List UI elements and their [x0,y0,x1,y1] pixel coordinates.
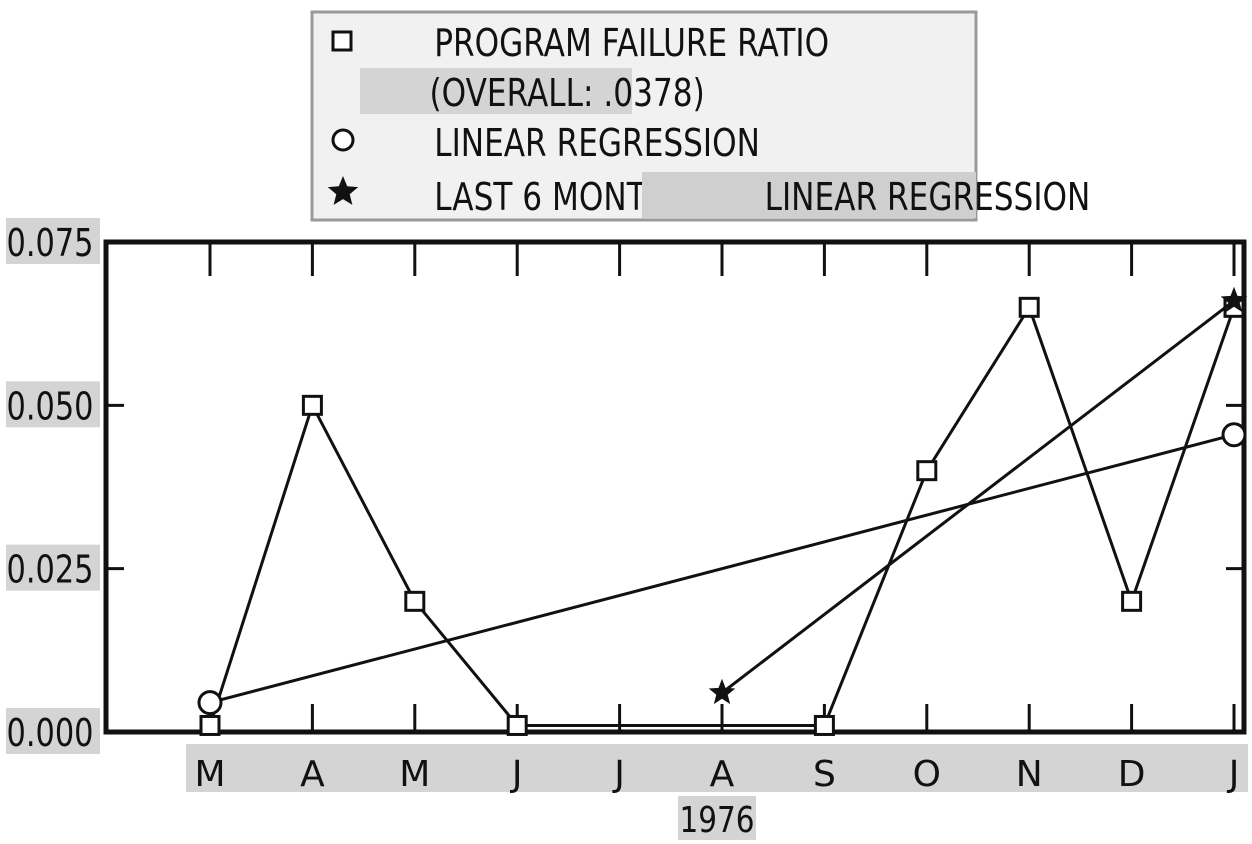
legend-regression-label: LINEAR REGRESSION [434,122,760,166]
legend-star-marker [327,176,359,205]
data-point-star [708,678,736,705]
data-point-circle [1221,422,1247,448]
legend-circle-marker [331,128,355,152]
x-tick-labels-bg [186,744,1248,792]
data-point-square [916,460,938,482]
x-tick-label: A [300,754,325,795]
legend-series-label: PROGRAM FAILURE RATIO [434,22,829,66]
y-tick-label-bg [6,544,100,591]
legend-last6-suffix: LINEAR REGRESSION [765,176,1091,220]
x-tick-label: O [913,754,941,795]
x-tick-label: M [194,754,225,795]
data-point-square [506,714,528,736]
data-point-circle [197,690,223,716]
y-tick-label-bg [6,218,100,264]
x-tick-label: S [813,754,836,795]
y-tick-label: 0.000 [6,712,93,756]
legend-last6-suffix-bg [642,172,976,218]
x-tick-label: J [1227,754,1240,795]
x-axis-title-bg [678,796,756,840]
data-point-square [813,714,835,736]
x-tick-label: A [710,754,735,795]
x-tick-label: J [510,754,523,795]
data-point-square [1121,590,1143,612]
y-tick-label: 0.025 [6,548,93,592]
series-line-regression [209,433,1235,705]
legend-note-bg [360,68,632,114]
data-point-star [1220,286,1248,313]
data-point-square [301,394,323,416]
y-axis: 0.000 0.025 0.050 0.075 [6,218,1244,756]
series-layer [197,286,1248,736]
data-point-square [199,714,221,736]
plot-frame [103,239,1247,735]
x-axis-title: 1976 [679,798,754,841]
data-point-square [1018,296,1040,318]
data-point-square [404,590,426,612]
x-tick-label: J [612,754,625,795]
y-tick-label: 0.050 [6,385,93,429]
y-tick-label-bg [6,708,100,754]
series-line-last6 [721,299,1235,694]
legend-series-note: (OVERALL: .0378) [430,72,705,116]
y-tick-label: 0.075 [6,222,93,266]
y-tick-label-bg [6,381,100,428]
x-tick-label: M [399,754,430,795]
x-tick-label: D [1118,754,1146,795]
legend: PROGRAM FAILURE RATIO (OVERALL: .0378) L… [310,10,1091,222]
x-tick-label: N [1016,754,1043,795]
legend-square-marker [331,30,353,52]
